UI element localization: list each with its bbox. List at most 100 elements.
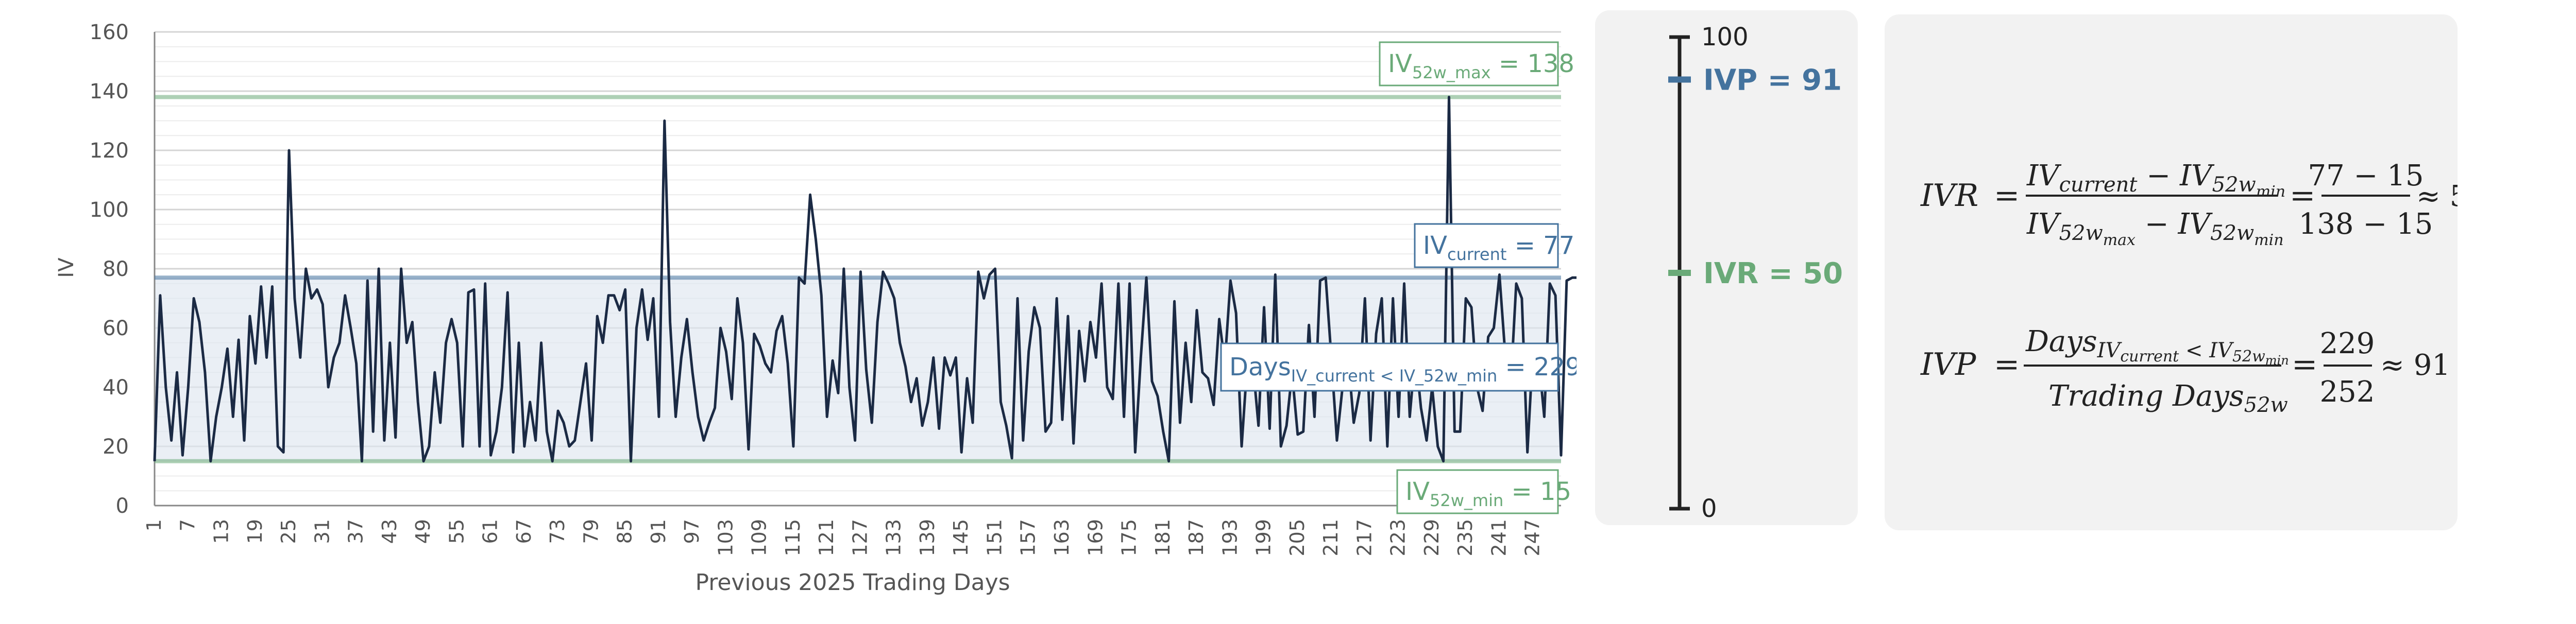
axes: 0 20 40 60 80 100 120 140 160 1 7 13 19 25 31 37 43 49 55 6… (90, 21, 1561, 557)
ivp-num: Days (2025, 325, 2097, 358)
ivp-num-sub-b: IV (2209, 339, 2234, 362)
min-label-box (1396, 469, 1559, 514)
ivr-den-b-sub: 52w (2210, 221, 2254, 245)
formula-svg: IVR = IVcurrent − IV52wmin IV52wmax − IV… (1920, 159, 2486, 417)
x-tick-label: 109 (748, 519, 771, 557)
y-tick-label: 80 (103, 257, 129, 281)
ivr-den-a: IV (2026, 207, 2062, 241)
days-label: DaysIV_current < IV_52w_min = 229 (1220, 342, 1577, 392)
x-tick-label: 13 (210, 519, 233, 544)
svg-text:IV52wmax − IV52wmin: IV52wmax − IV52wmin (2026, 207, 2284, 249)
x-tick-label: 103 (714, 519, 737, 557)
ivr-num-a: IV (2026, 159, 2062, 193)
max-label-text: IV52w_max = 138 (1388, 49, 1574, 82)
x-tick-label: 157 (1017, 519, 1040, 557)
ivr-frac-den: 138 − 15 (2299, 207, 2433, 241)
x-tick-label: 139 (916, 519, 939, 557)
series-iv (153, 96, 1577, 463)
svg-text:=: = (2290, 178, 2315, 214)
series-iv-line (153, 96, 1577, 463)
current-label-box (1414, 223, 1559, 268)
x-tick-label: 229 (1420, 519, 1443, 557)
current-label: IVcurrent = 77 (1414, 223, 1574, 268)
ivp-frac-num: 229 (2320, 327, 2375, 360)
x-tick-label: 247 (1521, 519, 1544, 557)
ivp-frac-den: 252 (2320, 375, 2375, 409)
x-tick-label: 7 (176, 519, 199, 531)
x-tick-label: 241 (1487, 519, 1510, 557)
ivr-num-b: IV (2179, 159, 2215, 193)
x-tick-label: 217 (1353, 519, 1376, 557)
x-tick-label: 43 (378, 519, 401, 544)
formula-panel: IVR = IVcurrent − IV52wmin IV52wmax − IV… (1885, 14, 2486, 530)
reference-labels: IV52w_max = 138 IVcurrent = 77 DaysIV_curr… (1220, 41, 1577, 514)
ivr-label: IVR = 50 (1703, 257, 1843, 290)
ivp-num-sub-a: IV (2097, 339, 2123, 362)
x-tick-label: 163 (1050, 519, 1073, 557)
ivr-den-a-subsub: max (2103, 231, 2136, 249)
x-tick-label: 205 (1286, 519, 1309, 557)
x-tick-label: 151 (983, 519, 1006, 557)
days-label-text: DaysIV_current < IV_52w_min = 229 (1229, 353, 1577, 386)
percentile-gauge-panel: 100 0 IVP = 91 IVR = 50 (1595, 10, 1858, 525)
ivp-result: ≈ 91 (2380, 349, 2450, 382)
ivr-frac-num: 77 − 15 (2308, 159, 2424, 193)
y-tick-label: 120 (90, 139, 129, 163)
days-label-box (1220, 342, 1559, 392)
svg-text:=: = (2292, 346, 2317, 383)
ivr-num-a-sub: current (2059, 173, 2138, 197)
x-tick-label: 55 (445, 519, 468, 544)
x-tick-label: 187 (1185, 519, 1208, 557)
x-tick-label: 115 (782, 519, 804, 557)
x-tick-label: 85 (614, 519, 636, 544)
ivp-label: IVP = 91 (1703, 63, 1842, 97)
x-tick-label: 211 (1319, 519, 1342, 557)
max-label: IV52w_max = 138 (1379, 41, 1574, 86)
x-tick-label: 1 (143, 519, 165, 531)
y-tick-label: 100 (90, 198, 129, 222)
ivp-num-sub-a-sub: current (2120, 348, 2179, 366)
x-axis-label: Previous 2025 Trading Days (695, 569, 1010, 596)
svg-text:DaysIVcurrent < IV52wmin: DaysIVcurrent < IV52wmin (2025, 325, 2289, 368)
ivp-lhs: IVP (1920, 346, 1977, 383)
x-tick-label: 49 (412, 519, 434, 544)
x-tick-label: 181 (1151, 519, 1174, 557)
x-tick-label: 91 (647, 519, 670, 544)
y-tick-label: 140 (90, 80, 129, 103)
y-tick-label: 160 (90, 21, 129, 44)
svg-text:=: = (1994, 346, 2020, 383)
y-axis-label: IV (55, 257, 78, 278)
x-tick-label: 31 (311, 519, 333, 544)
ivr-den-b-subsub: min (2254, 231, 2283, 249)
x-tick-label: 127 (849, 519, 871, 557)
x-tick-label: 169 (1084, 519, 1107, 557)
ivr-formula: IVR = IVcurrent − IV52wmin IV52wmax − IV… (1920, 159, 2486, 249)
x-tick-label: 79 (580, 519, 602, 544)
x-tick-label: 145 (950, 519, 972, 557)
x-tick-label: 223 (1387, 519, 1410, 557)
iv-line-chart: 0 20 40 60 80 100 120 140 160 1 7 13 19 25 31 37 43 49 55 6… (55, 21, 1577, 596)
ivp-den-sub: 52w (2244, 393, 2288, 417)
x-tick-label: 235 (1454, 519, 1477, 557)
x-tick-label: 121 (815, 519, 838, 557)
ivr-den-a-sub: 52w (2059, 221, 2103, 245)
ivp-formula: IVP = DaysIVcurrent < IV52wmin Trading D… (1920, 325, 2450, 417)
x-tick-label: 25 (277, 519, 300, 544)
x-tick-label: 133 (883, 519, 905, 557)
x-tick-label: 73 (546, 519, 569, 544)
x-tick-label: 37 (345, 519, 367, 544)
y-tick-label: 0 (116, 494, 129, 518)
ivr-result: ≈ 50 (2416, 180, 2458, 213)
svg-text:Trading Days52w: Trading Days52w (2048, 379, 2288, 417)
x-tick-label: 199 (1252, 519, 1275, 557)
y-tick-label: 40 (103, 376, 129, 400)
ivr-den-b: IV (2178, 207, 2213, 241)
x-tick-label: 67 (513, 519, 535, 544)
gauge-svg: 100 0 IVP = 91 IVR = 50 (1668, 23, 1843, 523)
ivr-lhs: IVR (1920, 178, 1978, 214)
x-tick-label: 97 (681, 519, 703, 544)
x-tick-label: 61 (479, 519, 502, 544)
y-tick-label: 60 (103, 317, 129, 340)
svg-text:=: = (1994, 178, 2020, 214)
ivr-num-b-sub: 52w (2212, 173, 2256, 197)
